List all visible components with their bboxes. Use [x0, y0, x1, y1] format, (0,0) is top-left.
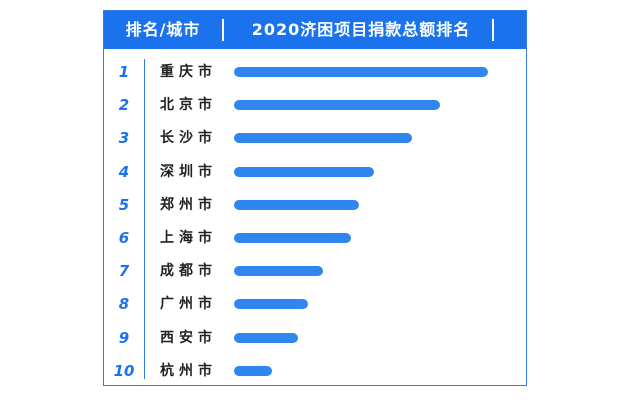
- donation-bar: [234, 67, 488, 77]
- chart-title: 2020济困项目捐款总额排名: [251, 20, 471, 39]
- city-label: 北京市: [160, 97, 217, 114]
- donation-bar: [234, 365, 273, 376]
- donation-bar: [234, 133, 412, 144]
- ranking-row: 4 深圳市: [104, 156, 526, 188]
- donation-bar: [234, 100, 440, 111]
- rank-number: 8: [118, 295, 130, 314]
- city-label: 长沙市: [160, 130, 217, 147]
- city-label: 重庆市: [160, 64, 217, 80]
- city-label: 深圳市: [160, 163, 217, 180]
- donation-bar: [234, 199, 359, 210]
- rank-number: 1: [118, 63, 130, 81]
- city-label: 成都市: [160, 263, 217, 280]
- ranking-row: 9 西安市: [104, 322, 526, 354]
- donation-bar: [234, 266, 323, 277]
- ranking-table: 排名/城市 2020济困项目捐款总额排名 1 重庆市 2 北京市 3 长沙市 4 深圳市 5 郑州…: [103, 10, 527, 386]
- ranking-row: 3 长沙市: [104, 122, 526, 154]
- city-label: 杭州市: [160, 362, 217, 379]
- rank-number: 9: [118, 328, 130, 347]
- rank-number: 3: [118, 129, 130, 148]
- donation-bar: [234, 233, 351, 243]
- rank-column-divider: [144, 59, 145, 379]
- rank-city-header: 排名/城市: [125, 20, 201, 39]
- ranking-row: 5 郑州市: [104, 189, 526, 221]
- ranking-row: 6 上海市: [104, 222, 526, 254]
- city-label: 广州市: [160, 296, 217, 313]
- ranking-row: 10 杭州市: [104, 355, 526, 387]
- table-header: 排名/城市 2020济困项目捐款总额排名: [104, 11, 526, 49]
- header-separator: [492, 19, 494, 41]
- rank-number: 10: [113, 361, 135, 380]
- city-label: 郑州市: [160, 196, 217, 213]
- header-separator: [222, 19, 224, 41]
- rank-number: 6: [118, 229, 130, 247]
- city-label: 上海市: [160, 230, 217, 246]
- donation-bar: [234, 299, 308, 310]
- ranking-row: 8 广州市: [104, 288, 526, 320]
- ranking-row: 7 成都市: [104, 255, 526, 287]
- rank-number: 4: [118, 162, 130, 181]
- city-label: 西安市: [160, 329, 217, 346]
- donation-bar: [234, 332, 298, 343]
- rank-number: 7: [118, 262, 130, 281]
- rank-number: 2: [118, 96, 130, 115]
- rank-number: 5: [118, 195, 130, 214]
- donation-bar: [234, 166, 374, 177]
- ranking-row: 1 重庆市: [104, 56, 526, 88]
- ranking-row: 2 北京市: [104, 89, 526, 121]
